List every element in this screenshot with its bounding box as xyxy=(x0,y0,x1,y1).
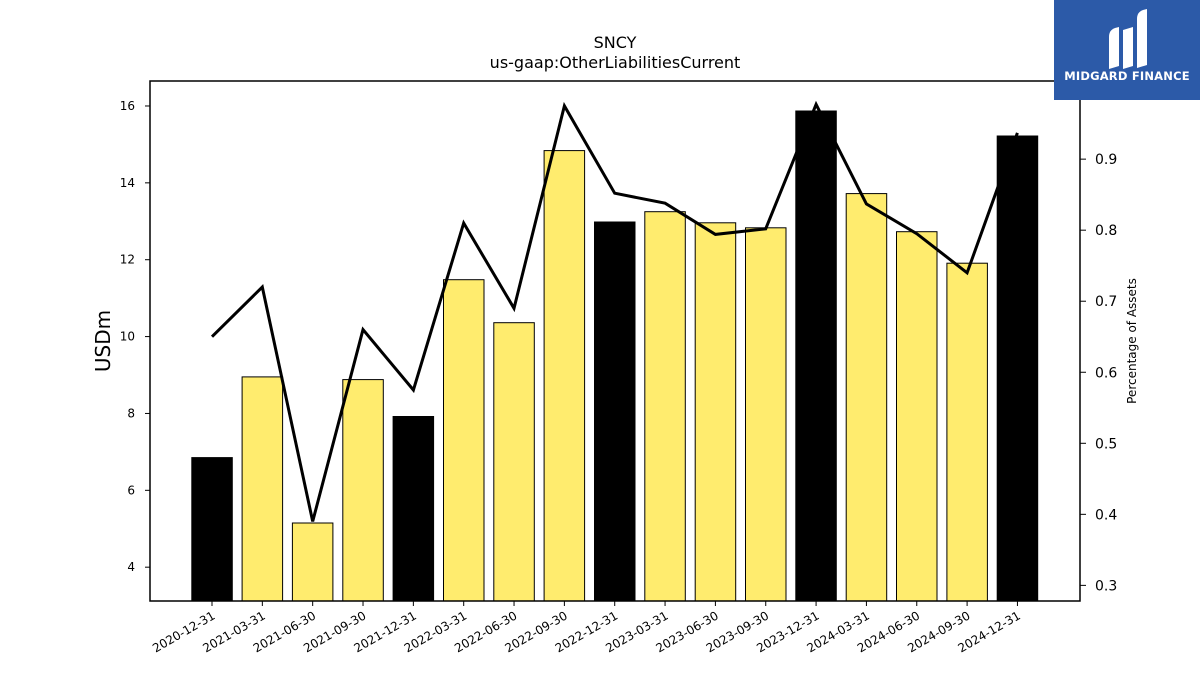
y2-tick-label: 0.3 xyxy=(1095,578,1117,594)
chart-subtitle: us-gaap:OtherLiabilitiesCurrent xyxy=(490,53,741,72)
bar xyxy=(745,227,787,602)
y2-axis-label: Percentage of Assets xyxy=(1125,278,1139,404)
bar xyxy=(191,457,233,602)
y-axis: 4 6 8 10 12 14 16 xyxy=(120,99,150,574)
bar xyxy=(543,150,586,602)
y-tick-label: 12 xyxy=(120,253,135,267)
y2-tick-label: 0.6 xyxy=(1095,365,1117,381)
bar xyxy=(291,522,334,602)
y-tick-label: 4 xyxy=(127,560,135,574)
bar xyxy=(443,279,485,602)
y2-tick-label: 0.7 xyxy=(1095,294,1117,310)
bar xyxy=(644,211,686,602)
y2-tick-label: 0.8 xyxy=(1095,223,1117,239)
bar xyxy=(946,262,988,602)
y-tick-label: 14 xyxy=(120,176,135,190)
brand-logo: MIDGARD FINANCE xyxy=(1054,0,1200,100)
y-tick-label: 6 xyxy=(127,483,135,497)
y-tick-label: 10 xyxy=(120,330,135,344)
bar xyxy=(493,322,535,602)
x-axis: 2020-12-312021-03-312021-06-302021-09-30… xyxy=(150,601,1023,655)
line-group xyxy=(210,100,1019,522)
y2-axis: 0.3 0.4 0.5 0.6 0.7 0.8 0.9 xyxy=(1080,152,1117,594)
chart-title: SNCY xyxy=(594,33,637,52)
brand-name: MIDGARD FINANCE xyxy=(1064,69,1190,83)
bar xyxy=(795,110,837,602)
bar xyxy=(241,376,284,602)
bar-group xyxy=(191,110,1039,602)
bar xyxy=(392,416,435,602)
bar xyxy=(845,193,888,602)
y-tick-label: 16 xyxy=(120,99,135,113)
bar xyxy=(896,231,938,602)
bar xyxy=(694,222,737,602)
y-axis-label: USDm xyxy=(91,310,115,372)
y2-tick-label: 0.4 xyxy=(1095,507,1117,523)
percentage-line xyxy=(210,100,1019,522)
y-tick-label: 8 xyxy=(127,406,135,420)
bar xyxy=(342,379,384,602)
midgard-logo-icon xyxy=(1109,9,1147,69)
y2-tick-label: 0.5 xyxy=(1095,436,1117,452)
bar xyxy=(996,135,1039,602)
y2-tick-label: 0.9 xyxy=(1095,152,1117,168)
bar xyxy=(594,221,636,602)
